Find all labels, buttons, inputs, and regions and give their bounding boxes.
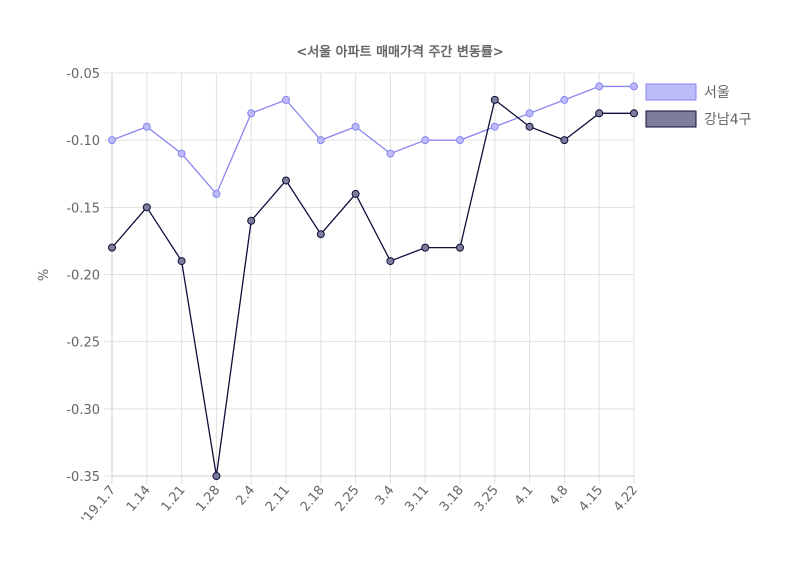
data-point[interactable] <box>560 95 569 104</box>
series-1 <box>108 95 638 480</box>
legend-label[interactable]: 서울 <box>704 85 730 101</box>
data-point[interactable] <box>108 243 116 252</box>
data-point[interactable] <box>421 136 430 145</box>
x-tick-label: 1.28 <box>193 483 223 515</box>
data-point[interactable] <box>351 189 360 198</box>
data-point[interactable] <box>595 109 604 118</box>
x-tick-label: 2.11 <box>263 483 293 515</box>
data-point[interactable] <box>212 472 221 480</box>
data-point[interactable] <box>177 257 186 266</box>
data-point[interactable] <box>282 176 290 185</box>
series-0 <box>108 82 638 198</box>
series-line <box>111 98 634 477</box>
x-tick-label: 3.25 <box>472 483 502 515</box>
x-tick-label: 4.15 <box>576 483 606 515</box>
data-point[interactable] <box>316 230 325 239</box>
data-point[interactable] <box>142 122 151 131</box>
data-point[interactable] <box>282 95 290 104</box>
y-tick-label: -0.05 <box>66 67 100 82</box>
data-point[interactable] <box>490 122 499 131</box>
x-tick-label: 3.4 <box>373 483 398 508</box>
x-tick-label: 4.22 <box>611 483 641 515</box>
y-tick-label: -0.35 <box>66 470 100 485</box>
data-point[interactable] <box>247 109 256 118</box>
x-tick-label: 1.21 <box>159 483 189 515</box>
data-point[interactable] <box>630 82 638 91</box>
data-point[interactable] <box>595 82 604 91</box>
data-point[interactable] <box>351 122 360 131</box>
legend-swatch <box>645 83 697 101</box>
data-point[interactable] <box>212 189 221 198</box>
x-tick-label: '19.1.7 <box>79 483 119 527</box>
data-point[interactable] <box>630 109 638 118</box>
data-point[interactable] <box>142 203 151 212</box>
data-point[interactable] <box>525 109 534 118</box>
data-point[interactable] <box>316 136 325 145</box>
data-point[interactable] <box>247 216 256 225</box>
y-tick-label: -0.10 <box>66 134 100 149</box>
data-point[interactable] <box>386 257 395 266</box>
data-point[interactable] <box>490 95 499 104</box>
y-tick-label: -0.15 <box>66 201 100 216</box>
series-line <box>111 85 634 196</box>
data-point[interactable] <box>421 243 430 252</box>
x-tick-label: 3.11 <box>402 483 432 515</box>
data-point[interactable] <box>560 136 569 145</box>
x-tick-label: 2.18 <box>298 483 328 515</box>
x-tick-label: 4.1 <box>512 483 537 508</box>
data-point[interactable] <box>177 149 186 158</box>
data-point[interactable] <box>456 243 464 252</box>
x-tick-label: 4.8 <box>547 483 572 508</box>
data-point[interactable] <box>456 136 464 145</box>
x-tick-label: 2.4 <box>233 483 258 508</box>
legend-label[interactable]: 강남4구 <box>704 112 752 128</box>
x-tick-label: 3.18 <box>437 483 467 515</box>
data-point[interactable] <box>108 136 116 145</box>
y-tick-label: -0.20 <box>66 269 100 284</box>
y-tick-label: -0.25 <box>66 336 100 351</box>
data-point[interactable] <box>386 149 395 158</box>
y-axis-label: % <box>37 269 52 281</box>
legend-swatch <box>645 110 697 128</box>
x-tick-label: 2.25 <box>333 483 363 515</box>
chart-title: <서울 아파트 매매가격 주간 변동률> <box>296 44 503 60</box>
data-point[interactable] <box>525 122 534 131</box>
y-tick-label: -0.30 <box>66 403 100 418</box>
x-tick-label: 1.14 <box>124 483 154 515</box>
